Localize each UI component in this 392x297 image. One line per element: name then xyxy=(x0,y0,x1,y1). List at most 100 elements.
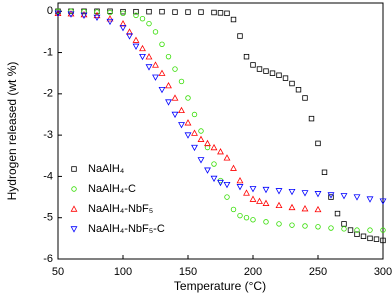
marker xyxy=(341,226,347,232)
marker xyxy=(178,106,185,114)
marker xyxy=(302,223,308,229)
marker xyxy=(172,9,178,15)
marker xyxy=(230,206,237,213)
y-tick-label: -6 xyxy=(43,253,53,265)
marker xyxy=(120,8,126,15)
marker xyxy=(204,144,211,151)
marker xyxy=(347,227,354,233)
marker xyxy=(197,157,205,164)
y-tick-label: -5 xyxy=(43,212,53,224)
marker xyxy=(158,69,166,76)
x-tick-label: 150 xyxy=(179,266,197,278)
marker xyxy=(289,222,295,228)
marker xyxy=(269,70,276,76)
marker xyxy=(171,94,179,101)
marker xyxy=(145,53,153,60)
marker xyxy=(230,16,237,23)
marker xyxy=(321,169,328,175)
marker xyxy=(146,20,152,27)
marker xyxy=(217,10,224,16)
marker xyxy=(158,87,166,94)
y-tick-label: -3 xyxy=(43,129,53,141)
x-tick-label: 100 xyxy=(114,266,132,278)
marker xyxy=(132,43,140,50)
marker xyxy=(184,119,192,126)
marker xyxy=(191,111,198,118)
marker xyxy=(126,28,133,35)
marker xyxy=(340,193,348,200)
marker xyxy=(126,33,133,40)
marker xyxy=(171,111,179,119)
legend-marker xyxy=(70,226,78,233)
marker xyxy=(328,225,334,231)
marker xyxy=(314,205,322,213)
marker xyxy=(380,237,386,244)
legend-marker xyxy=(71,186,77,192)
marker xyxy=(178,78,185,85)
marker xyxy=(145,64,153,71)
marker xyxy=(237,33,243,39)
x-tick-label: 200 xyxy=(244,266,262,278)
marker xyxy=(301,205,309,212)
marker xyxy=(133,12,139,19)
plot-frame xyxy=(57,2,384,260)
marker xyxy=(308,115,315,122)
marker xyxy=(366,196,374,203)
marker xyxy=(211,161,217,167)
legend-marker xyxy=(70,205,78,212)
x-axis-label: Temperature (°C) xyxy=(174,279,266,293)
marker xyxy=(80,12,88,19)
marker xyxy=(93,14,101,22)
marker xyxy=(262,199,270,206)
y-tick-label: -2 xyxy=(43,88,53,100)
x-tick-label: 250 xyxy=(309,266,327,278)
legend-label: NaAlH₄-C xyxy=(88,183,136,195)
marker xyxy=(54,10,62,17)
marker xyxy=(295,87,302,93)
marker xyxy=(68,8,74,14)
marker xyxy=(288,203,296,211)
legend-label: NaAlH₄-NbF₅-C xyxy=(88,223,165,235)
marker xyxy=(210,175,218,183)
marker xyxy=(185,9,191,15)
marker xyxy=(120,10,126,17)
marker xyxy=(302,95,308,101)
marker xyxy=(159,41,165,47)
marker xyxy=(237,212,243,219)
legend-label: NaAlH₄ xyxy=(88,163,125,175)
marker xyxy=(224,10,230,17)
marker xyxy=(152,61,159,68)
marker xyxy=(165,81,172,89)
marker xyxy=(191,129,198,136)
marker xyxy=(289,80,295,87)
marker xyxy=(198,128,204,134)
marker xyxy=(132,36,140,43)
marker xyxy=(191,144,198,152)
marker xyxy=(262,186,270,194)
marker xyxy=(81,8,87,15)
marker xyxy=(211,9,217,16)
marker xyxy=(276,221,282,227)
marker xyxy=(204,139,211,147)
marker xyxy=(236,176,244,184)
marker xyxy=(249,195,257,202)
marker xyxy=(282,75,289,81)
marker xyxy=(315,140,321,147)
legend-marker xyxy=(71,166,77,172)
marker xyxy=(146,8,152,15)
marker xyxy=(256,197,263,204)
marker xyxy=(67,10,75,17)
marker xyxy=(276,72,282,78)
marker xyxy=(159,8,165,15)
marker xyxy=(354,227,360,233)
marker xyxy=(94,9,100,15)
marker xyxy=(172,66,178,72)
marker xyxy=(315,224,321,230)
marker xyxy=(165,99,172,106)
legend-label: NaAlH₄-NbF₅ xyxy=(88,203,153,215)
marker xyxy=(243,189,250,196)
x-tick-label: 50 xyxy=(52,266,64,278)
x-tick-label: 300 xyxy=(374,266,392,278)
marker xyxy=(217,179,224,187)
